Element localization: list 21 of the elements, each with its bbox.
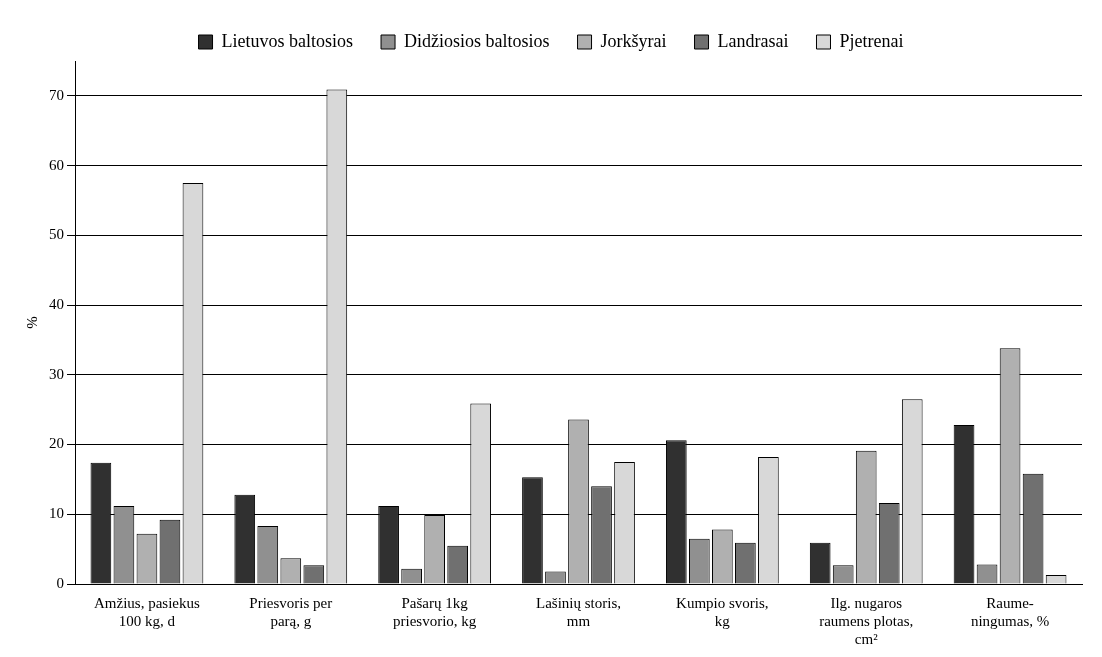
legend-label: Lietuvos baltosios: [221, 30, 354, 51]
legend-label: Jorkšyrai: [600, 30, 667, 51]
x-tick-label: Ilg. nugaros raumens plotas, cm²: [819, 594, 914, 647]
y-tick-label: 30: [49, 365, 64, 382]
legend-label: Didžiosios baltosios: [404, 30, 550, 51]
y-tick-label: 70: [49, 86, 64, 103]
legend-label: Pjetrenai: [839, 30, 904, 51]
x-tick-label: Kumpio svoris, kg: [676, 594, 769, 629]
y-tick-label: 0: [56, 574, 64, 591]
x-tick-label: Raume- ningumas, %: [970, 594, 1050, 629]
x-tick-label: Pašarų 1kg priesvorio, kg: [392, 594, 477, 629]
y-tick-label: 10: [49, 505, 64, 522]
x-tick-label: Priesvoris per parą, g: [249, 594, 333, 629]
y-tick-label: 20: [49, 435, 64, 452]
y-tick-label: 40: [49, 296, 64, 312]
y-tick-label: 50: [49, 226, 64, 243]
legend-label: Landrasai: [717, 30, 789, 51]
y-tick-label: 60: [49, 156, 64, 173]
y-axis-title: %: [23, 316, 40, 329]
x-tick-label: Lašinių storis, mm: [536, 594, 621, 629]
x-tick-label: Amžius, pasiekus 100 kg, d: [94, 594, 200, 629]
